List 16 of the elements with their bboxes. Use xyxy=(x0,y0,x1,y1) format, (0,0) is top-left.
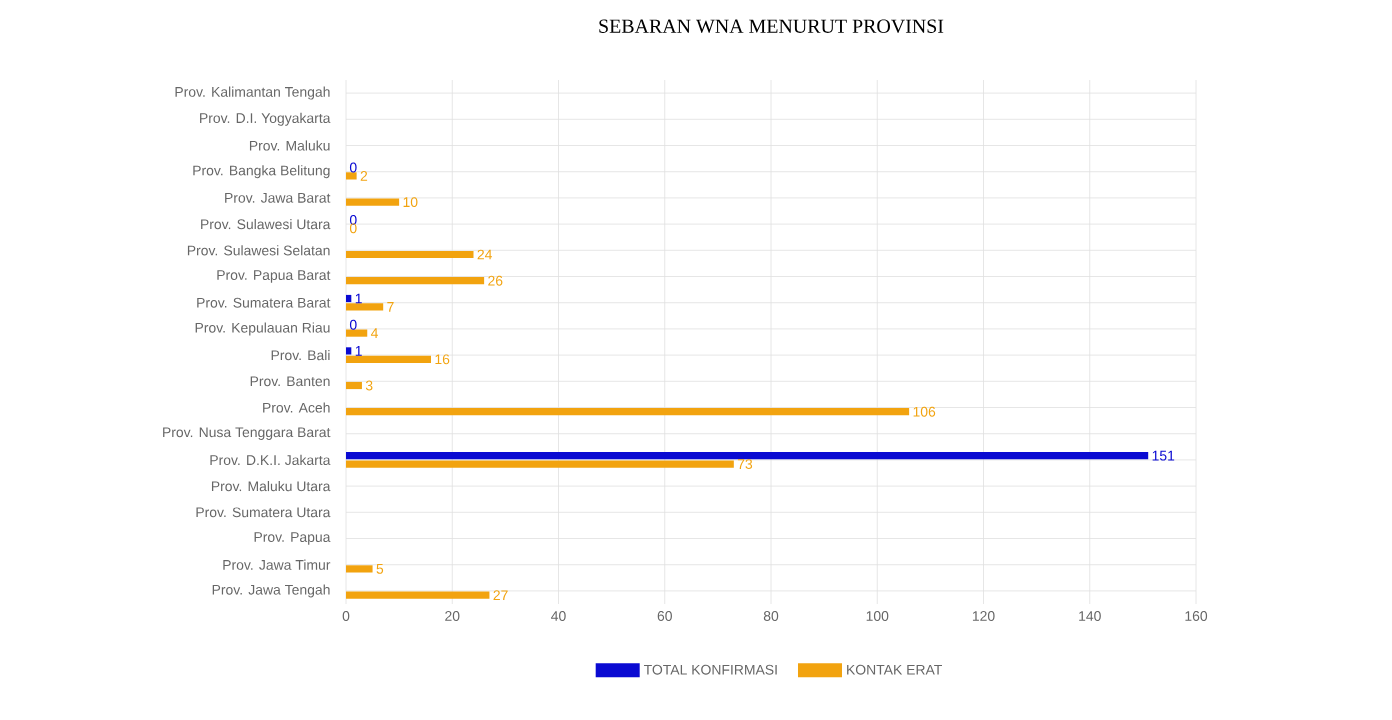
bar xyxy=(346,460,734,468)
bar xyxy=(346,172,357,180)
chart-title: SEBARAN WNA MENURUT PROVINSI xyxy=(599,19,944,34)
bar xyxy=(346,452,1149,460)
bar xyxy=(346,294,352,303)
bar xyxy=(346,347,352,355)
bar xyxy=(346,303,384,311)
bar xyxy=(346,591,490,599)
bar xyxy=(346,198,400,206)
bar xyxy=(346,381,362,390)
bar xyxy=(346,408,910,416)
bar xyxy=(346,329,368,337)
bar xyxy=(346,355,431,363)
bar xyxy=(346,565,373,573)
bar xyxy=(346,250,474,259)
bar xyxy=(346,277,485,285)
